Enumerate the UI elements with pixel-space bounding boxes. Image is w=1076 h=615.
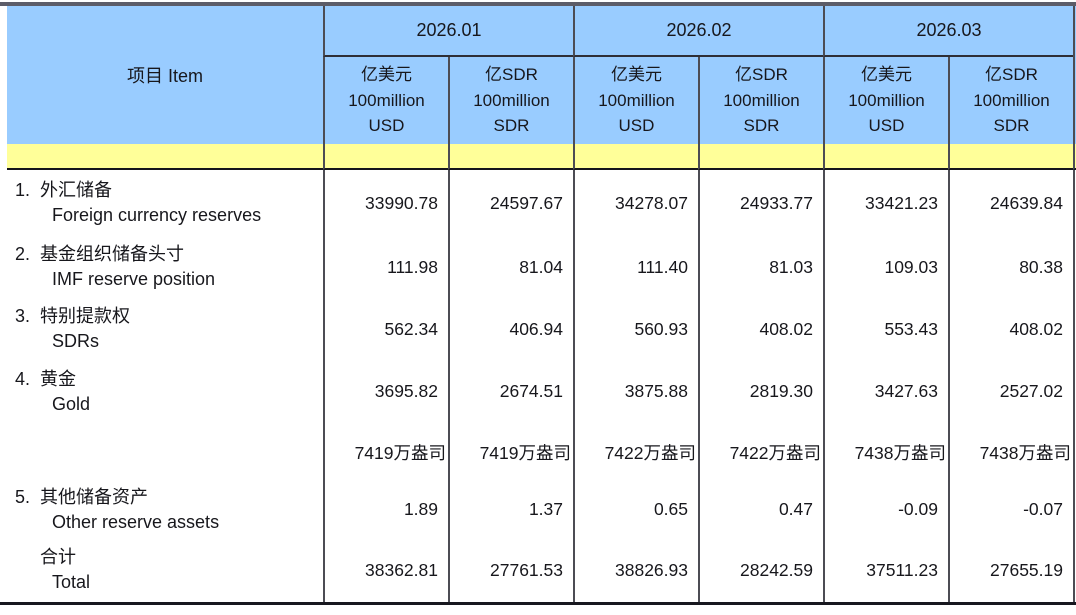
value-cell: 7438万盎司 [823,423,948,481]
clipped-body-cell [1073,170,1076,236]
row-label-zh: 5. 其他储备资产 [15,485,219,510]
value-cell: 406.94 [448,298,573,360]
value-cell: 562.34 [323,298,448,360]
value-cell: 2527.02 [948,360,1073,423]
unit-header-usd-3: 亿美元 100million USD [823,57,948,144]
clipped-body-cell [1073,423,1076,481]
value-cell: 37511.23 [823,538,948,602]
row-total-label: 合计 Total [7,538,323,602]
reserve-assets-grid: 项目 Item 2026.01 2026.02 2026.03 亿美元 100m… [7,6,1076,602]
value-cell: 28242.59 [698,538,823,602]
row-gold-ounces-label [7,423,323,481]
value-cell: 553.43 [823,298,948,360]
unit-header-sdr-3: 亿SDR 100million SDR [948,57,1073,144]
row-number: 2. [15,244,31,264]
yellow-band-cell [698,144,823,170]
value-cell: 3875.88 [573,360,698,423]
unit-header-sdr-2: 亿SDR 100million SDR [698,57,823,144]
month-header-2026-02: 2026.02 [573,6,823,57]
yellow-band-cell [948,144,1073,170]
value-cell: 109.03 [823,236,948,298]
clipped-header-cell [1073,6,1076,144]
month-header-2026-01: 2026.01 [323,6,573,57]
value-cell: 33421.23 [823,170,948,236]
clipped-body-cell [1073,236,1076,298]
value-cell: 560.93 [573,298,698,360]
value-cell: 2674.51 [448,360,573,423]
clipped-body-cell [1073,360,1076,423]
row-label-zh: 合计 [40,547,76,567]
row-number: 3. [15,306,31,326]
value-cell: 27761.53 [448,538,573,602]
month-header-2026-03: 2026.03 [823,6,1073,57]
value-cell: 111.98 [323,236,448,298]
yellow-band-cell [323,144,448,170]
value-cell: 2819.30 [698,360,823,423]
row-label-en: Foreign currency reserves [52,205,262,225]
value-cell: 34278.07 [573,170,698,236]
value-cell: 3695.82 [323,360,448,423]
value-cell: 38826.93 [573,538,698,602]
value-cell: 7419万盎司 [323,423,448,481]
value-cell: 408.02 [698,298,823,360]
row-label-zh: 3. 特别提款权 [15,304,130,329]
value-cell: 3427.63 [823,360,948,423]
value-cell: -0.07 [948,481,1073,538]
value-cell: 33990.78 [323,170,448,236]
unit-header-usd-2: 亿美元 100million USD [573,57,698,144]
value-cell: 7422万盎司 [573,423,698,481]
yellow-band-cell [823,144,948,170]
value-cell: 0.65 [573,481,698,538]
value-cell: 7419万盎司 [448,423,573,481]
value-cell: 7422万盎司 [698,423,823,481]
row-label-zh: 1. 外汇储备 [15,178,261,203]
row-sdrs-label: 3. 特别提款权 SDRs [7,298,323,360]
value-cell: 408.02 [948,298,1073,360]
item-header-cell: 项目 Item [7,6,323,144]
row-other-reserve-assets-label: 5. 其他储备资产 Other reserve assets [7,481,323,538]
unit-header-sdr-1: 亿SDR 100million SDR [448,57,573,144]
clipped-body-cell [1073,298,1076,360]
value-cell: 7438万盎司 [948,423,1073,481]
row-label-en: Gold [52,393,91,414]
value-cell: -0.09 [823,481,948,538]
row-gold-label: 4. 黄金 Gold [7,360,323,423]
value-cell: 24933.77 [698,170,823,236]
row-number: 1. [15,180,31,200]
value-cell: 81.04 [448,236,573,298]
row-imf-reserve-position-label: 2. 基金组织储备头寸 IMF reserve position [7,236,323,298]
row-label-zh: 4. 黄金 [15,367,90,392]
value-cell: 80.38 [948,236,1073,298]
value-cell: 24597.67 [448,170,573,236]
row-label-zh: 2. 基金组织储备头寸 [15,242,215,267]
value-cell: 27655.19 [948,538,1073,602]
row-foreign-currency-reserves-label: 1. 外汇储备 Foreign currency reserves [7,170,323,236]
clipped-body-cell [1073,481,1076,538]
row-label-en: SDRs [52,331,100,351]
row-label-en: IMF reserve position [52,269,216,289]
yellow-band-cell [573,144,698,170]
row-label-en: Other reserve assets [52,511,220,532]
unit-header-usd-1: 亿美元 100million USD [323,57,448,144]
value-cell: 0.47 [698,481,823,538]
clipped-body-cell [1073,538,1076,602]
yellow-band-cell [7,144,323,170]
value-cell: 111.40 [573,236,698,298]
value-cell: 24639.84 [948,170,1073,236]
value-cell: 1.37 [448,481,573,538]
row-label-en: Total [52,572,91,592]
yellow-band-cell [1073,144,1076,170]
value-cell: 81.03 [698,236,823,298]
yellow-band-cell [448,144,573,170]
row-number: 4. [15,368,31,389]
value-cell: 38362.81 [323,538,448,602]
row-number: 5. [15,486,31,507]
value-cell: 1.89 [323,481,448,538]
